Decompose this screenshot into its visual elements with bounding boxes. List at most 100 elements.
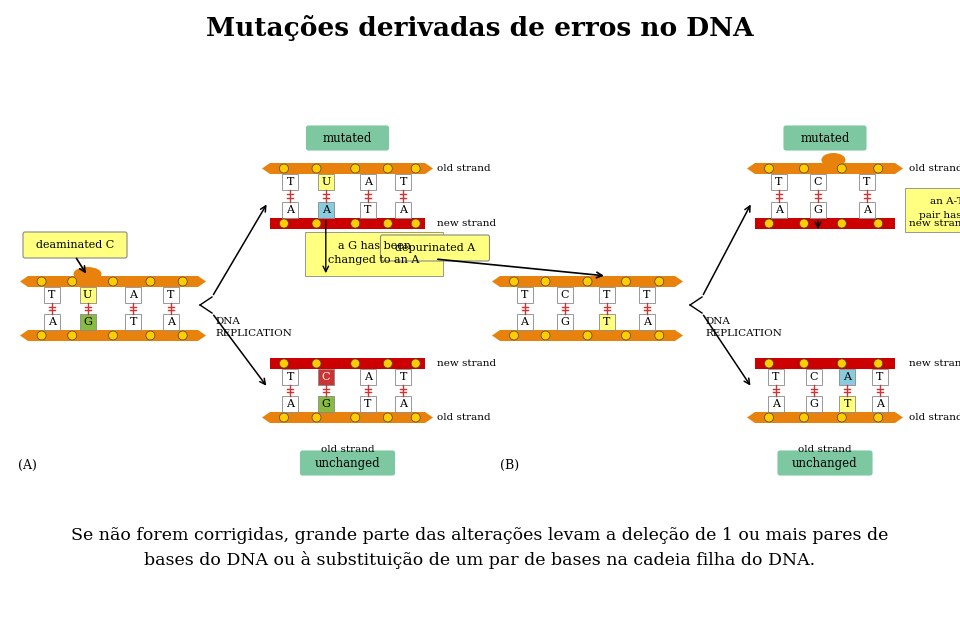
Text: A: A	[399, 205, 407, 215]
Bar	[859, 202, 875, 218]
Circle shape	[383, 413, 393, 422]
Circle shape	[279, 164, 288, 173]
Circle shape	[411, 164, 420, 173]
Text: A: A	[520, 317, 529, 327]
Text: bases do DNA ou à substituição de um par de bases na cadeia filha do DNA.: bases do DNA ou à substituição de um par…	[144, 551, 816, 569]
Bar	[839, 369, 855, 385]
Text: unchanged: unchanged	[792, 456, 858, 469]
Bar	[516, 314, 533, 330]
Circle shape	[279, 359, 288, 368]
Polygon shape	[425, 412, 433, 423]
Bar	[905, 188, 960, 232]
Bar	[270, 163, 425, 174]
Circle shape	[68, 277, 77, 286]
Polygon shape	[675, 330, 683, 341]
Circle shape	[179, 277, 187, 286]
Text: A: A	[876, 399, 883, 409]
Circle shape	[411, 219, 420, 228]
Text: T: T	[603, 317, 611, 327]
Circle shape	[764, 219, 774, 228]
Text: new strand: new strand	[437, 359, 496, 368]
Text: T: T	[167, 290, 175, 300]
Circle shape	[108, 331, 117, 340]
Bar	[28, 330, 198, 341]
Bar	[318, 174, 334, 190]
Text: old strand: old strand	[437, 413, 491, 422]
Circle shape	[146, 277, 155, 286]
Circle shape	[655, 331, 663, 340]
Circle shape	[837, 413, 847, 422]
Bar	[318, 369, 334, 385]
Bar	[360, 202, 375, 218]
Bar	[771, 202, 787, 218]
Text: T: T	[863, 177, 871, 187]
Circle shape	[583, 331, 592, 340]
Text: A: A	[844, 372, 852, 382]
Bar	[557, 287, 573, 303]
Text: A: A	[775, 205, 782, 215]
Polygon shape	[262, 412, 270, 423]
Text: REPLICATION: REPLICATION	[705, 329, 781, 339]
Circle shape	[146, 331, 155, 340]
Bar	[126, 287, 141, 303]
Circle shape	[874, 164, 882, 173]
Text: T: T	[48, 290, 56, 300]
Text: U: U	[322, 177, 330, 187]
Polygon shape	[492, 330, 500, 341]
Text: Se não forem corrigidas, grande parte das alterações levam a deleção de 1 ou mai: Se não forem corrigidas, grande parte da…	[71, 527, 889, 545]
Text: T: T	[876, 372, 883, 382]
Circle shape	[764, 413, 774, 422]
Text: T: T	[286, 177, 294, 187]
Bar	[755, 412, 895, 423]
Polygon shape	[425, 163, 433, 174]
Text: G: G	[84, 317, 92, 327]
Bar	[755, 358, 895, 369]
Bar	[44, 287, 60, 303]
Text: T: T	[775, 177, 782, 187]
Circle shape	[312, 164, 321, 173]
Circle shape	[279, 219, 288, 228]
Text: G: G	[813, 205, 823, 215]
Text: C: C	[322, 372, 330, 382]
Text: T: T	[844, 399, 852, 409]
Text: old strand: old strand	[909, 164, 960, 173]
Bar	[500, 276, 675, 287]
Text: deaminated C: deaminated C	[36, 240, 114, 250]
Circle shape	[874, 219, 882, 228]
Bar	[500, 330, 675, 341]
Bar	[755, 163, 895, 174]
Polygon shape	[20, 276, 28, 287]
Circle shape	[874, 359, 882, 368]
Bar	[305, 232, 443, 276]
Polygon shape	[20, 330, 28, 341]
Bar	[80, 314, 95, 330]
Text: changed to an A: changed to an A	[328, 255, 420, 265]
Text: T: T	[130, 317, 137, 327]
Text: G: G	[322, 399, 330, 409]
Circle shape	[764, 164, 774, 173]
Bar	[318, 202, 334, 218]
Text: U: U	[83, 290, 92, 300]
Text: new strand: new strand	[437, 219, 496, 228]
Bar	[396, 369, 411, 385]
Text: A: A	[364, 372, 372, 382]
Circle shape	[541, 277, 550, 286]
Bar	[639, 287, 655, 303]
Text: pair has been deleted: pair has been deleted	[919, 210, 960, 220]
Circle shape	[621, 277, 631, 286]
Text: a G has been: a G has been	[338, 241, 411, 251]
Bar	[810, 174, 826, 190]
Text: A: A	[364, 177, 372, 187]
Text: T: T	[643, 290, 651, 300]
Text: T: T	[399, 372, 407, 382]
Text: mutated: mutated	[323, 131, 372, 144]
Circle shape	[350, 219, 360, 228]
Bar	[639, 314, 655, 330]
Bar	[768, 396, 784, 412]
Circle shape	[350, 164, 360, 173]
Circle shape	[312, 219, 321, 228]
Bar	[163, 287, 179, 303]
Text: unchanged: unchanged	[315, 456, 380, 469]
Text: T: T	[399, 177, 407, 187]
Text: T: T	[603, 290, 611, 300]
